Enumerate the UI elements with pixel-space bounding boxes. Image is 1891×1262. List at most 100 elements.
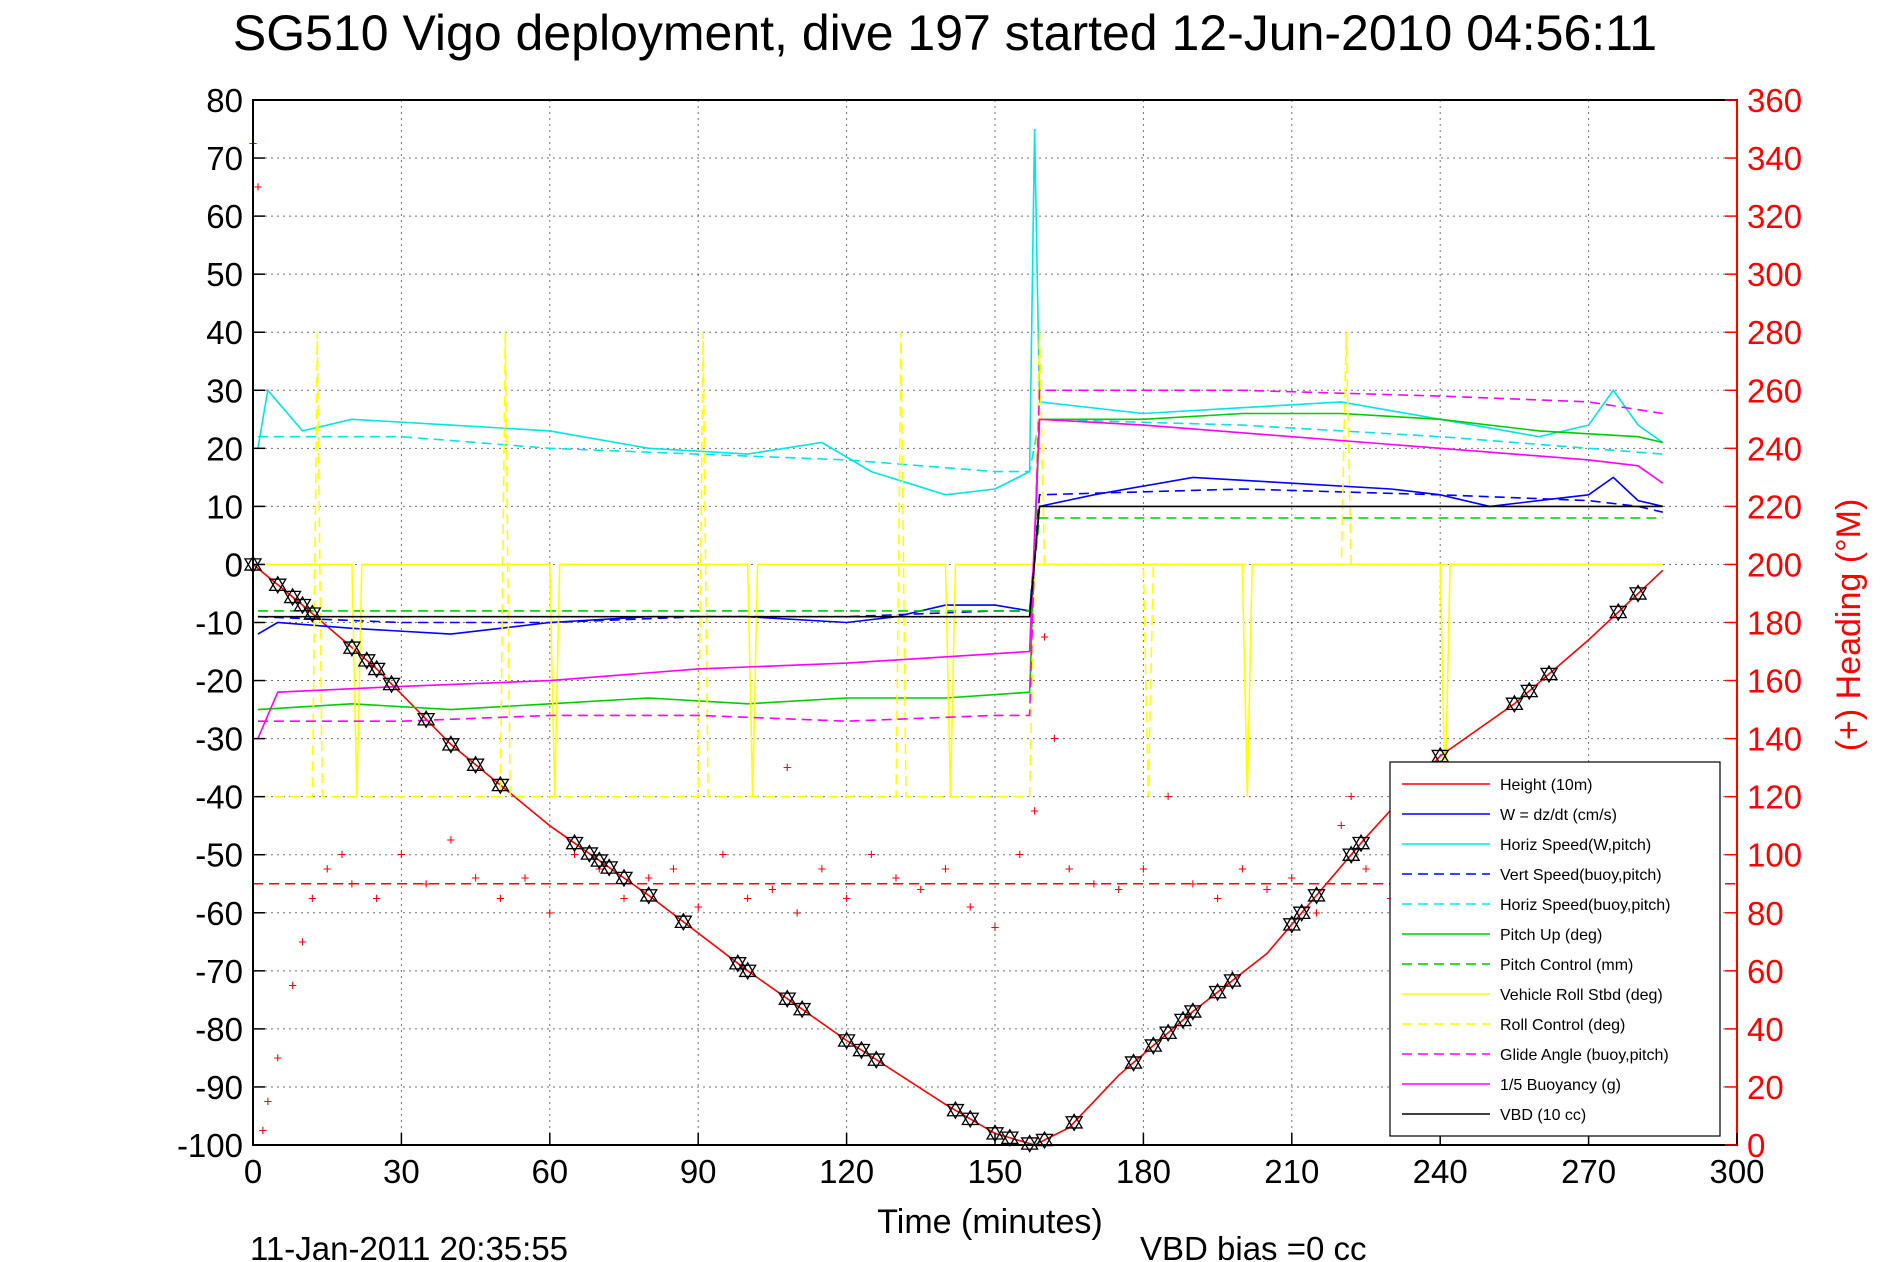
- heading-point: +: [1347, 789, 1356, 806]
- heading-point: +: [867, 847, 876, 864]
- height-marker: [441, 735, 461, 751]
- height-marker: [674, 915, 693, 932]
- height-marker: [728, 957, 747, 973]
- heading-point: +: [719, 847, 728, 864]
- height-marker: [268, 578, 287, 595]
- height-marker: [1609, 605, 1628, 622]
- heading-point: +: [545, 905, 554, 922]
- heading-point: +: [273, 1050, 282, 1067]
- heading-point: +: [446, 832, 455, 849]
- legend-label: Horiz Speed(W,pitch): [1500, 837, 1651, 854]
- height-marker: [778, 989, 797, 1005]
- right-tick-label: 320: [1747, 198, 1802, 235]
- heading-point: +: [496, 890, 505, 907]
- height-marker: [961, 1112, 980, 1129]
- height-marker: [1223, 971, 1242, 987]
- height-marker: [728, 954, 747, 970]
- y-tick-label: -90: [195, 1069, 243, 1106]
- x-tick-label: 270: [1561, 1153, 1616, 1190]
- height-marker: [852, 1040, 871, 1057]
- height-marker: [580, 844, 599, 860]
- height-marker: [600, 861, 619, 877]
- height-marker: [738, 961, 757, 978]
- heading-point: +: [783, 760, 792, 777]
- heading-point: +: [1065, 861, 1074, 878]
- height-marker: [303, 607, 322, 623]
- height-marker: [837, 1031, 856, 1047]
- heading-point: +: [1213, 890, 1222, 907]
- height-marker: [268, 575, 287, 592]
- heading-point: +: [892, 870, 901, 887]
- height-marker: [590, 851, 609, 867]
- heading-point: +: [595, 861, 604, 878]
- height-marker: [778, 992, 797, 1008]
- height-marker: [416, 713, 436, 729]
- x-tick-label: 180: [1116, 1153, 1171, 1190]
- height-marker: [1539, 667, 1559, 684]
- series-line-pitch-up-deg: [257, 412, 1663, 711]
- y-tick-label: -50: [195, 837, 243, 874]
- x-tick-label: 300: [1709, 1153, 1764, 1190]
- y-tick-label: -80: [195, 1011, 243, 1048]
- axis-ticks: 0 30 60 90 120 150 180 210 240 270 300807060504030…: [177, 82, 1802, 1190]
- timestamp-footer: 11-Jan-2011 20:35:55: [250, 1230, 568, 1262]
- height-marker: [1124, 1053, 1143, 1069]
- heading-point: +: [397, 847, 406, 864]
- right-tick-label: 360: [1747, 82, 1802, 119]
- height-marker: [382, 677, 401, 694]
- y-tick-label: 50: [206, 256, 243, 293]
- height-marker: [1144, 1036, 1163, 1052]
- x-tick-label: 30: [383, 1153, 420, 1190]
- legend-label: W = dz/dt (cm/s): [1500, 807, 1617, 824]
- legend-label: Vehicle Roll Stbd (deg): [1500, 987, 1663, 1004]
- y-tick-label: 80: [206, 82, 243, 119]
- heading-point: +: [338, 847, 347, 864]
- height-marker: [1505, 694, 1524, 711]
- height-marker: [639, 886, 658, 902]
- height-marker: [1520, 681, 1539, 698]
- heading-point: +: [422, 876, 431, 893]
- legend-label: 1/5 Buoyancy (g): [1500, 1077, 1621, 1094]
- right-tick-label: 280: [1747, 314, 1802, 351]
- legend-label: Height (10m): [1500, 777, 1592, 794]
- y-tick-label: -70: [195, 953, 243, 990]
- height-marker: [303, 604, 322, 620]
- y-tick-label: 30: [206, 372, 243, 409]
- legend: Height (10m) W = dz/dt (cm/s) Horiz Speed(…: [1389, 761, 1721, 1137]
- legend-label: Pitch Up (deg): [1500, 927, 1602, 944]
- right-tick-label: 160: [1747, 663, 1802, 700]
- height-marker: [614, 868, 634, 885]
- heading-point: +: [991, 919, 1000, 936]
- height-marker: [1282, 915, 1301, 931]
- height-marker: [441, 738, 461, 754]
- x-tick-label: 90: [680, 1153, 717, 1190]
- height-marker: [1158, 1026, 1178, 1043]
- height-marker: [1035, 1133, 1054, 1150]
- heading-point: +: [570, 847, 579, 864]
- legend-label: Glide Angle (buoy,pitch): [1500, 1047, 1669, 1064]
- height-marker: [491, 778, 510, 795]
- legend-box: [1389, 761, 1721, 1137]
- y-tick-label: 40: [206, 314, 243, 351]
- height-marker: [738, 964, 757, 981]
- y-tick-label: -30: [195, 721, 243, 758]
- x-axis-label: Time (minutes): [877, 1203, 1102, 1241]
- vbd-bias-footer: VBD bias =0 cc: [1140, 1230, 1367, 1262]
- heading-point: +: [1114, 882, 1123, 899]
- heading-point: +: [471, 870, 480, 887]
- heading-point: +: [1139, 861, 1148, 878]
- height-marker: [466, 758, 485, 775]
- heading-point: +: [1030, 803, 1039, 820]
- heading-point: +: [768, 882, 777, 899]
- heading-point: +: [308, 890, 317, 907]
- height-marker: [867, 1053, 886, 1069]
- height-marker: [416, 709, 436, 726]
- heading-point: +: [1164, 789, 1173, 806]
- height-marker: [1351, 836, 1371, 853]
- heading-point: +: [694, 899, 703, 916]
- height-marker: [1505, 697, 1524, 714]
- right-tick-label: 180: [1747, 605, 1802, 642]
- height-marker: [600, 858, 619, 874]
- x-tick-label: 120: [819, 1153, 874, 1190]
